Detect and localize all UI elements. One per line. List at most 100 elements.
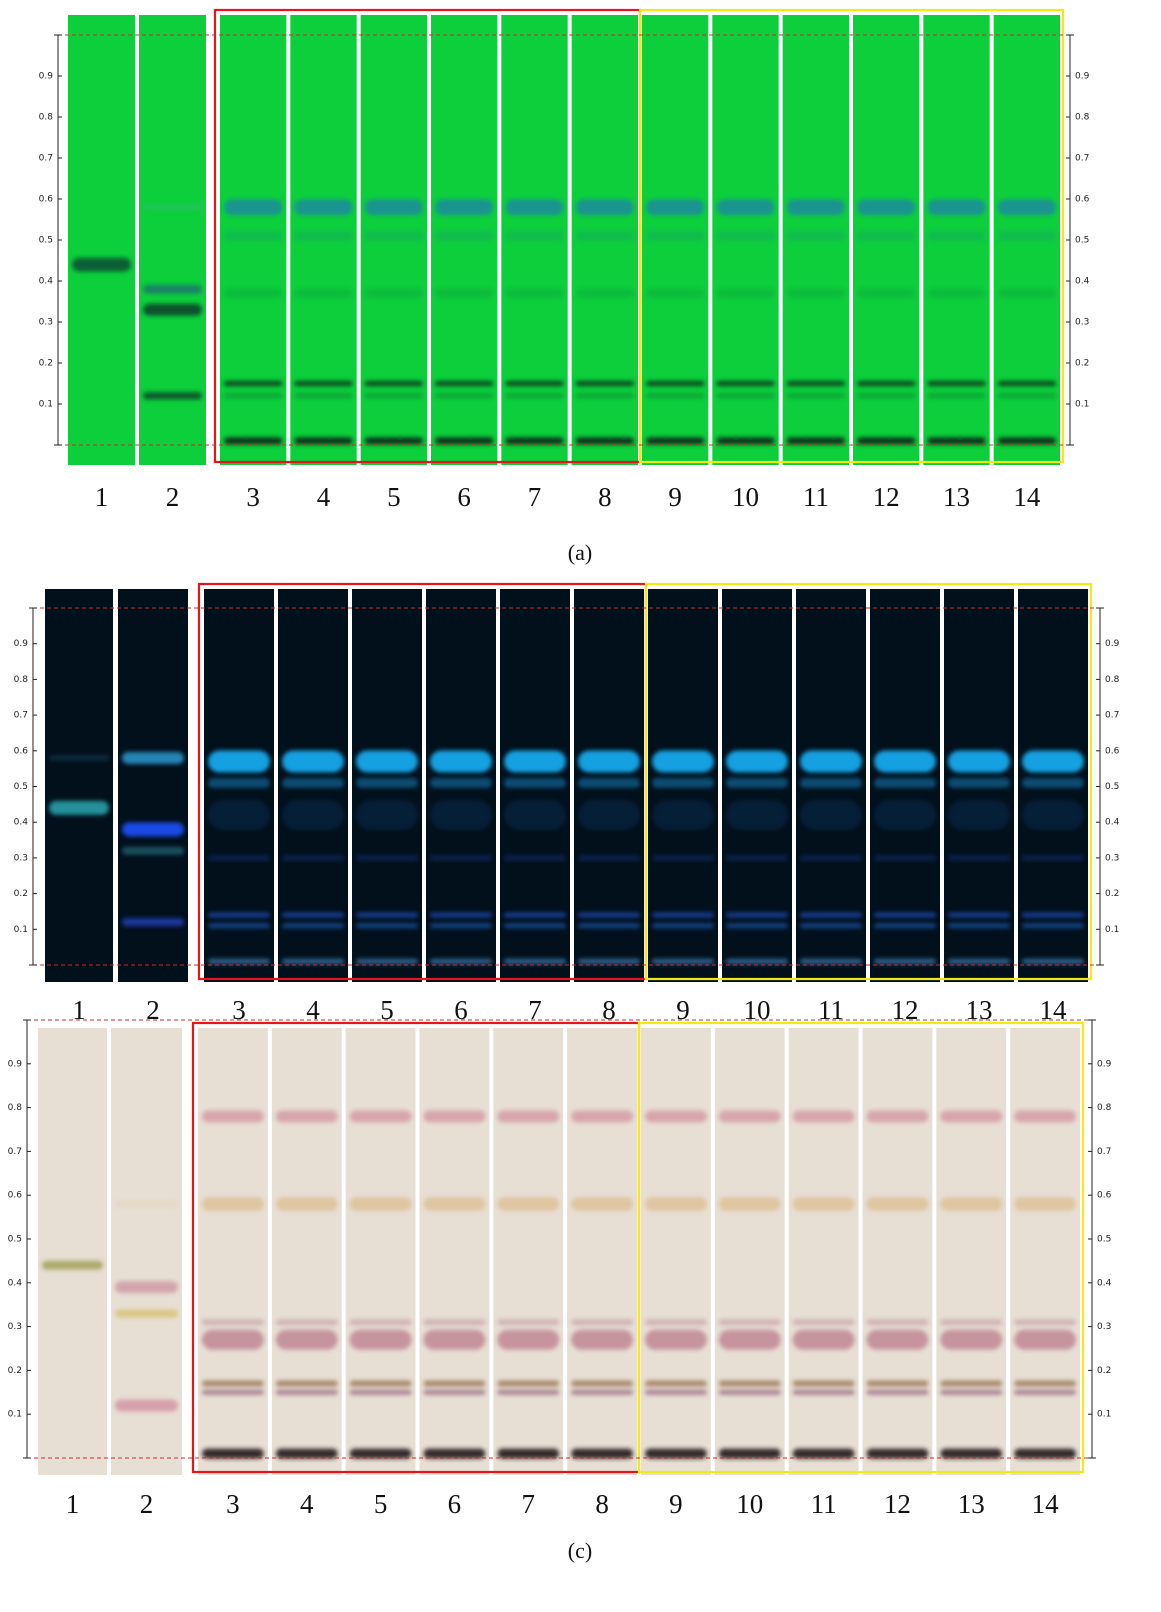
- band: [275, 1380, 338, 1387]
- rf-tick-label: 0.6: [1097, 1191, 1112, 1201]
- band: [122, 751, 184, 764]
- lane: [788, 1028, 859, 1475]
- band: [866, 1196, 929, 1211]
- band: [927, 288, 986, 299]
- lane-number: 6: [454, 995, 468, 1025]
- band: [49, 755, 109, 761]
- band: [792, 1196, 855, 1211]
- band: [435, 381, 494, 386]
- rf-tick-label: 0.4: [8, 1278, 23, 1288]
- band: [275, 1448, 338, 1459]
- band: [275, 1329, 338, 1350]
- band: [940, 1448, 1003, 1459]
- band: [786, 393, 845, 398]
- lane-number: 9: [669, 1489, 683, 1519]
- band: [275, 1110, 338, 1123]
- band: [505, 381, 564, 386]
- rf-tick-label: 0.7: [14, 711, 28, 721]
- plate-panel: 1 2 3 4 5 6 7 8 9 10 11 12 13 140.10.20.30.40.50.60.7…: [14, 582, 1120, 1069]
- band: [997, 381, 1056, 386]
- band: [940, 1196, 1003, 1211]
- band: [792, 1110, 855, 1123]
- rf-tick-label: 0.4: [1097, 1278, 1112, 1288]
- band: [646, 437, 705, 445]
- band: [115, 1201, 178, 1207]
- band: [282, 800, 344, 831]
- band: [356, 923, 418, 929]
- band: [948, 777, 1010, 788]
- band: [1022, 750, 1084, 773]
- lane: [198, 1028, 268, 1475]
- band: [874, 923, 936, 929]
- band: [575, 230, 634, 241]
- rf-tick-label: 0.2: [1097, 1366, 1111, 1376]
- band: [716, 393, 775, 398]
- lane-number: 2: [146, 995, 160, 1025]
- band: [800, 923, 862, 929]
- band: [792, 1389, 855, 1395]
- band: [571, 1319, 633, 1326]
- band: [1022, 923, 1084, 929]
- rf-tick-label: 0.9: [1075, 72, 1090, 82]
- rf-tick-label: 0.7: [8, 1147, 22, 1157]
- band: [356, 912, 418, 918]
- band: [505, 393, 564, 398]
- band: [786, 199, 845, 216]
- band: [208, 750, 270, 773]
- band: [800, 854, 862, 861]
- band: [726, 854, 788, 861]
- band: [294, 437, 353, 445]
- rf-tick-label: 0.5: [1075, 236, 1089, 246]
- band: [792, 1448, 855, 1459]
- rf-tick-label: 0.4: [39, 277, 54, 287]
- rf-tick-label: 0.4: [14, 818, 29, 828]
- band: [927, 393, 986, 398]
- lane-number: 10: [736, 1489, 763, 1519]
- band: [423, 1196, 486, 1211]
- band: [435, 288, 494, 299]
- band: [571, 1389, 633, 1395]
- lane-number: 5: [380, 995, 394, 1025]
- plate-panel: 1 2 3 4 5 6 7 8 9 10 11 12 13 140.10.20.30.40.50.60.7…: [8, 1019, 1112, 1563]
- band: [571, 1448, 633, 1459]
- band: [349, 1448, 412, 1459]
- rf-tick-label: 0.7: [1105, 711, 1119, 721]
- lane-number: 7: [528, 482, 542, 512]
- lane-number: 4: [317, 482, 331, 512]
- band: [578, 854, 640, 861]
- rf-tick-label: 0.3: [8, 1322, 22, 1332]
- lane-number: 14: [1032, 1489, 1060, 1519]
- band: [718, 1110, 781, 1123]
- lane-number: 2: [166, 482, 180, 512]
- band: [997, 199, 1056, 216]
- band: [571, 1196, 633, 1211]
- band: [571, 1110, 633, 1123]
- band: [202, 1319, 264, 1326]
- band: [115, 1281, 178, 1294]
- band: [208, 800, 270, 831]
- band: [726, 958, 788, 964]
- rf-tick-label: 0.8: [1105, 675, 1120, 685]
- band: [940, 1319, 1003, 1326]
- band: [948, 958, 1010, 964]
- rf-tick-label: 0.4: [1105, 818, 1120, 828]
- band: [497, 1319, 560, 1326]
- lane: [862, 1028, 933, 1475]
- lane: [493, 1028, 564, 1475]
- lane: [139, 15, 206, 465]
- band: [578, 923, 640, 929]
- band: [294, 381, 353, 386]
- band: [423, 1380, 486, 1387]
- rf-tick-label: 0.2: [1075, 359, 1089, 369]
- band: [349, 1319, 412, 1326]
- band: [349, 1196, 412, 1211]
- rf-tick-label: 0.5: [1105, 782, 1119, 792]
- band: [726, 912, 788, 918]
- band: [364, 288, 423, 299]
- rf-tick-label: 0.6: [39, 195, 54, 205]
- band: [1022, 800, 1084, 831]
- band: [948, 923, 1010, 929]
- band: [202, 1448, 264, 1459]
